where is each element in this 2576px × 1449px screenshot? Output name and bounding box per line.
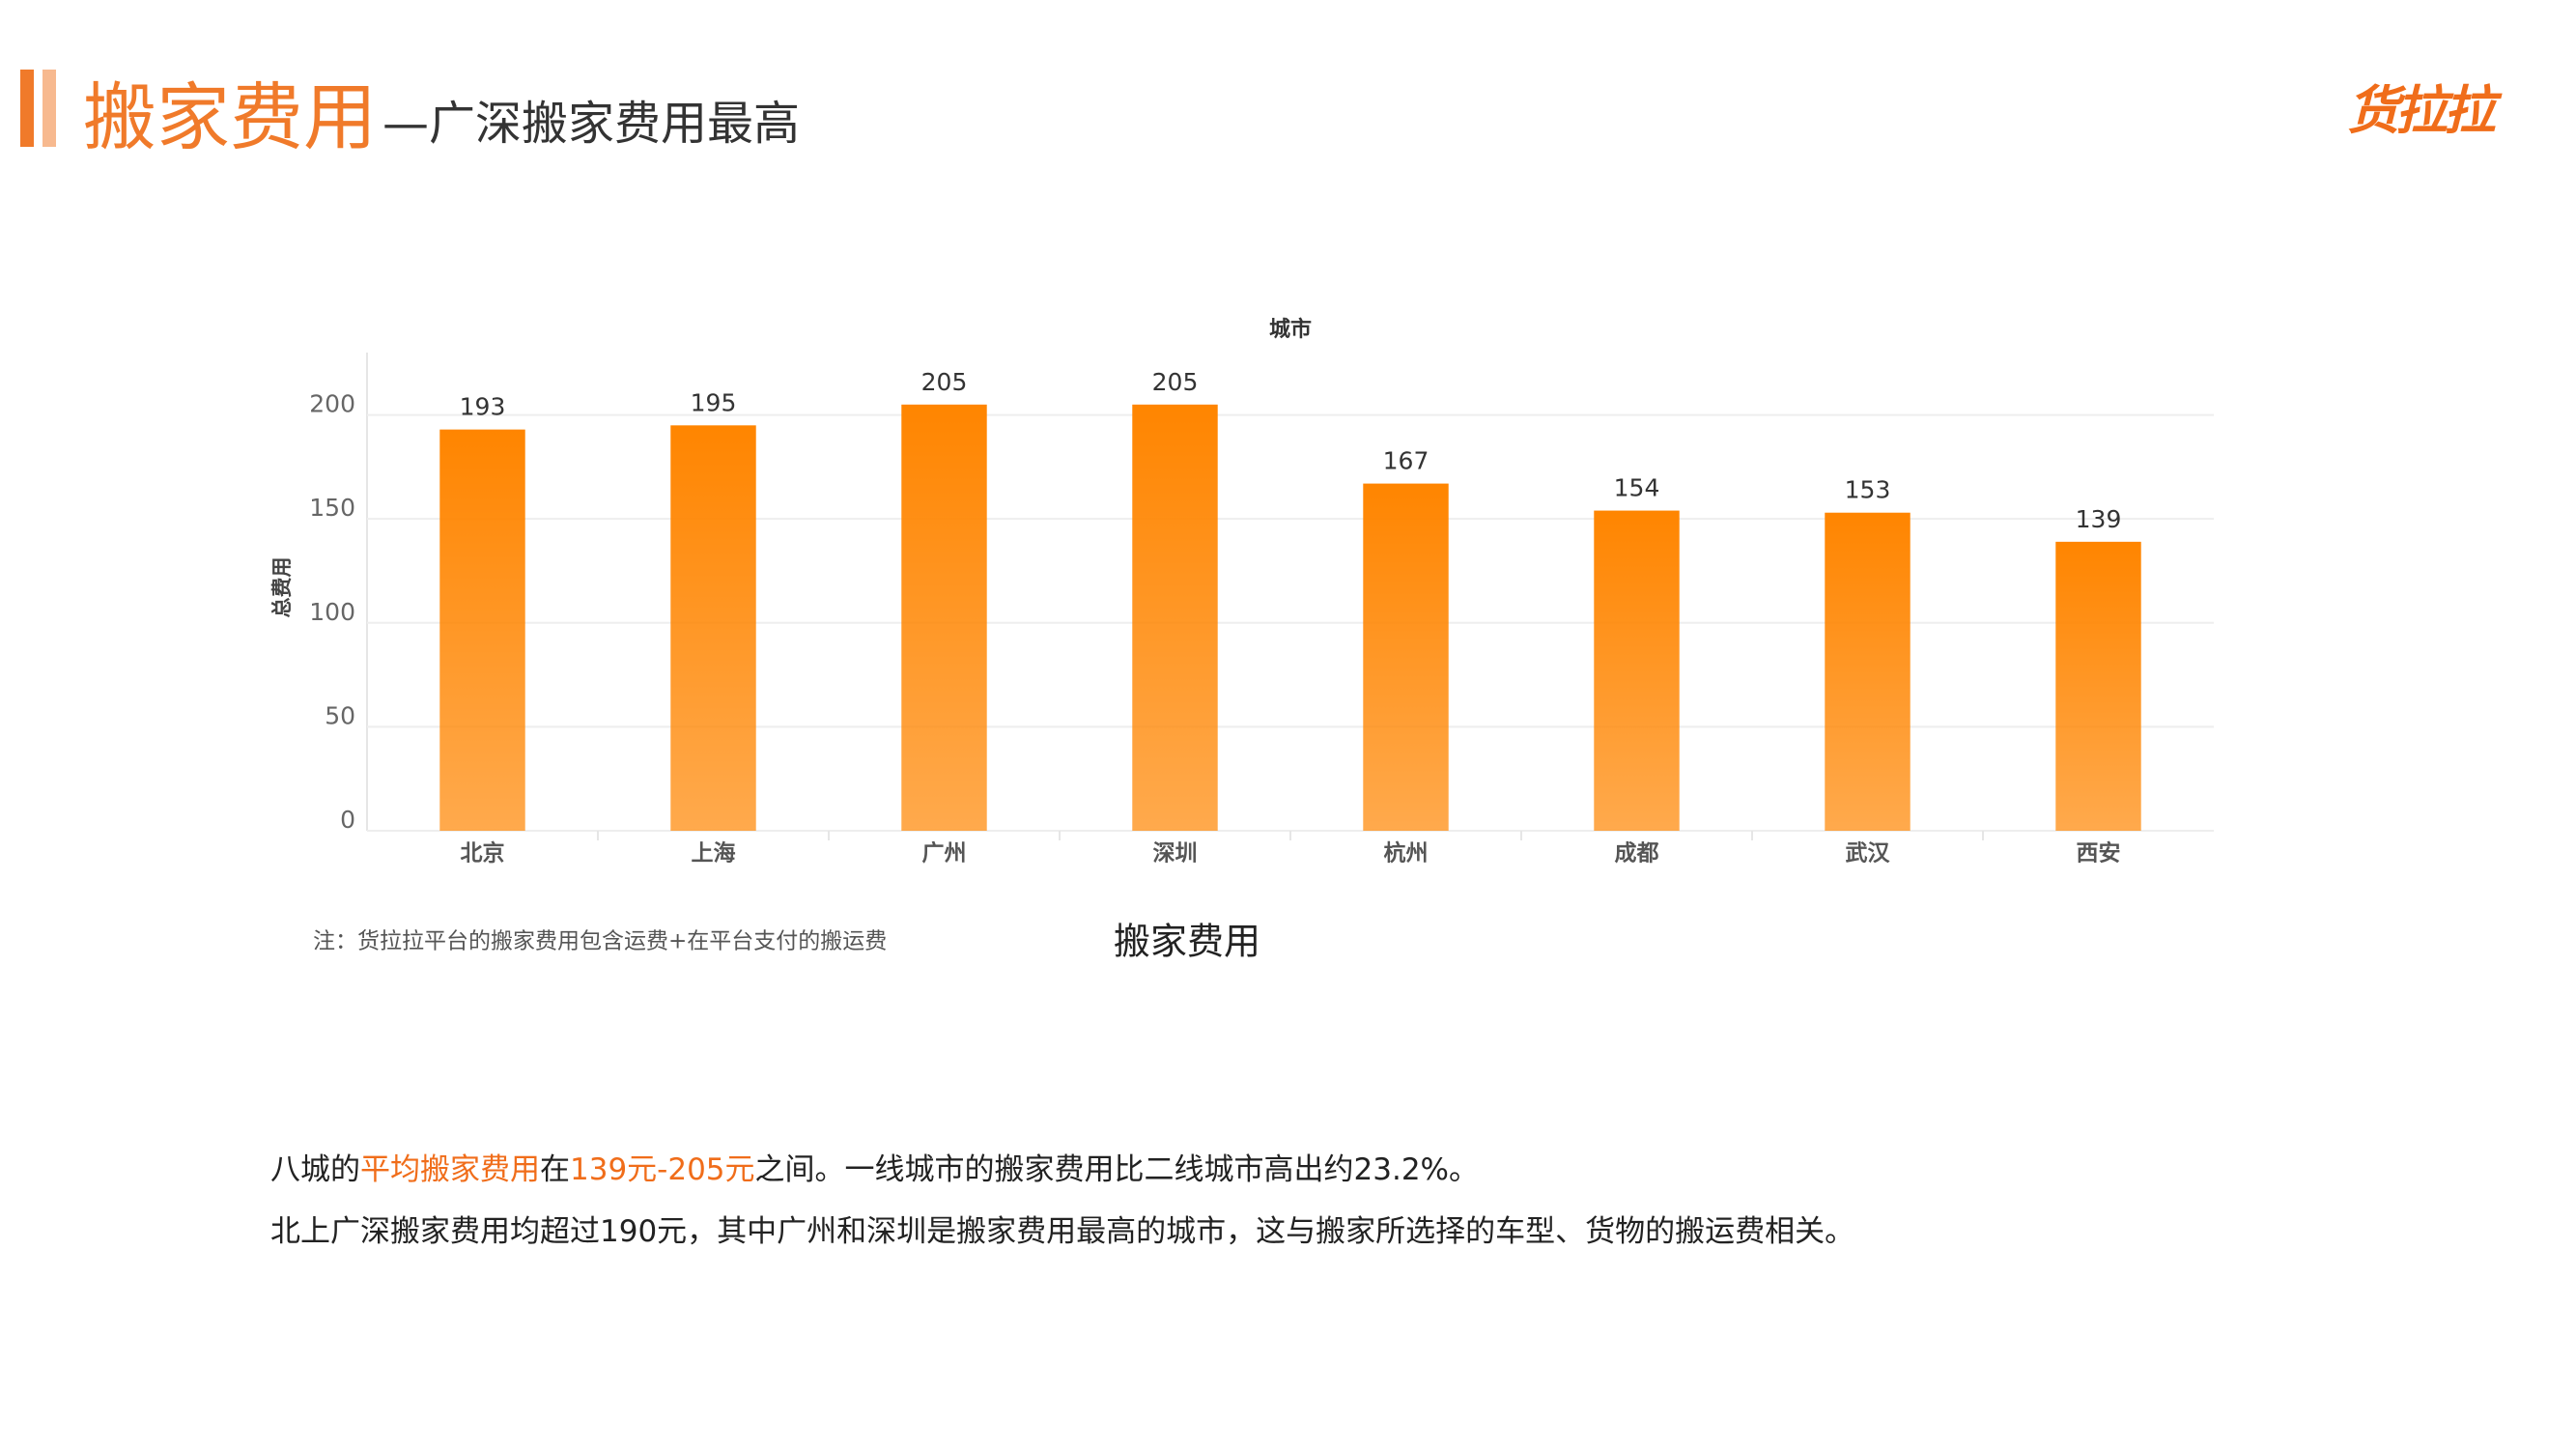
text: 在 <box>540 1152 570 1187</box>
logo: 货拉拉 <box>2347 80 2496 141</box>
bar <box>670 425 756 831</box>
paragraph: 北上广深搬家费用均超过190元，其中广州和深圳是搬家费用最高的城市，这与搬家所选… <box>270 1207 1854 1250</box>
bar <box>439 429 525 831</box>
y-tick-label: 0 <box>340 806 355 834</box>
y-tick-label: 200 <box>309 390 355 418</box>
x-tick-label: 武汉 <box>1846 841 1891 867</box>
text: 八城的 <box>270 1152 360 1187</box>
x-tick-label: 成都 <box>1615 841 1659 867</box>
y-tick-label: 50 <box>325 701 355 729</box>
bar <box>1363 483 1449 831</box>
x-tick-label: 西安 <box>2077 840 2121 867</box>
x-tick-label: 上海 <box>692 840 736 867</box>
chart: 城市 总费用 搬家费用 注：货拉拉平台的搬家费用包含运费+在平台支付的搬运费 0… <box>270 317 2214 963</box>
x-tick-label: 杭州 <box>1384 840 1429 867</box>
title-accent <box>42 70 56 147</box>
y-axis-label: 总费用 <box>270 557 294 618</box>
chart-title: 城市 <box>1269 317 1312 342</box>
highlight: 平均搬家费用 <box>360 1152 540 1187</box>
data-label: 154 <box>1614 474 1660 502</box>
data-label: 167 <box>1383 447 1430 475</box>
text: 之间。一线城市的搬家费用比二线城市高出约23.2%。 <box>754 1152 1480 1187</box>
x-tick-label: 深圳 <box>1153 841 1198 867</box>
text: 北上广深搬家费用均超过190元，其中广州和深圳是搬家费用最高的城市，这与搬家所选… <box>270 1214 1855 1249</box>
data-label: 139 <box>2076 505 2122 533</box>
bar <box>1132 404 1218 831</box>
data-label: 153 <box>1845 476 1891 504</box>
y-tick-label: 100 <box>309 598 355 626</box>
bar <box>2055 541 2141 831</box>
paragraph: 八城的平均搬家费用在139元-205元之间。一线城市的搬家费用比二线城市高出约2… <box>270 1145 1479 1188</box>
x-axis-label: 搬家费用 <box>1114 921 1260 963</box>
data-label: 205 <box>1152 368 1199 396</box>
highlight: 139元-205元 <box>570 1152 755 1187</box>
x-tick-label: 北京 <box>461 840 505 867</box>
data-label: 193 <box>460 393 506 421</box>
y-tick-label: 150 <box>309 494 355 522</box>
bar <box>1825 512 1911 831</box>
note: 注：货拉拉平台的搬家费用包含运费+在平台支付的搬运费 <box>313 929 887 954</box>
title-accent <box>20 70 34 147</box>
bar <box>1594 510 1680 831</box>
page-subtitle: —广深搬家费用最高 <box>382 97 801 151</box>
page-title: 搬家费用 <box>83 74 377 160</box>
data-label: 195 <box>691 388 737 416</box>
bar <box>901 404 987 831</box>
x-tick-label: 广州 <box>922 840 967 867</box>
data-label: 205 <box>921 368 968 396</box>
